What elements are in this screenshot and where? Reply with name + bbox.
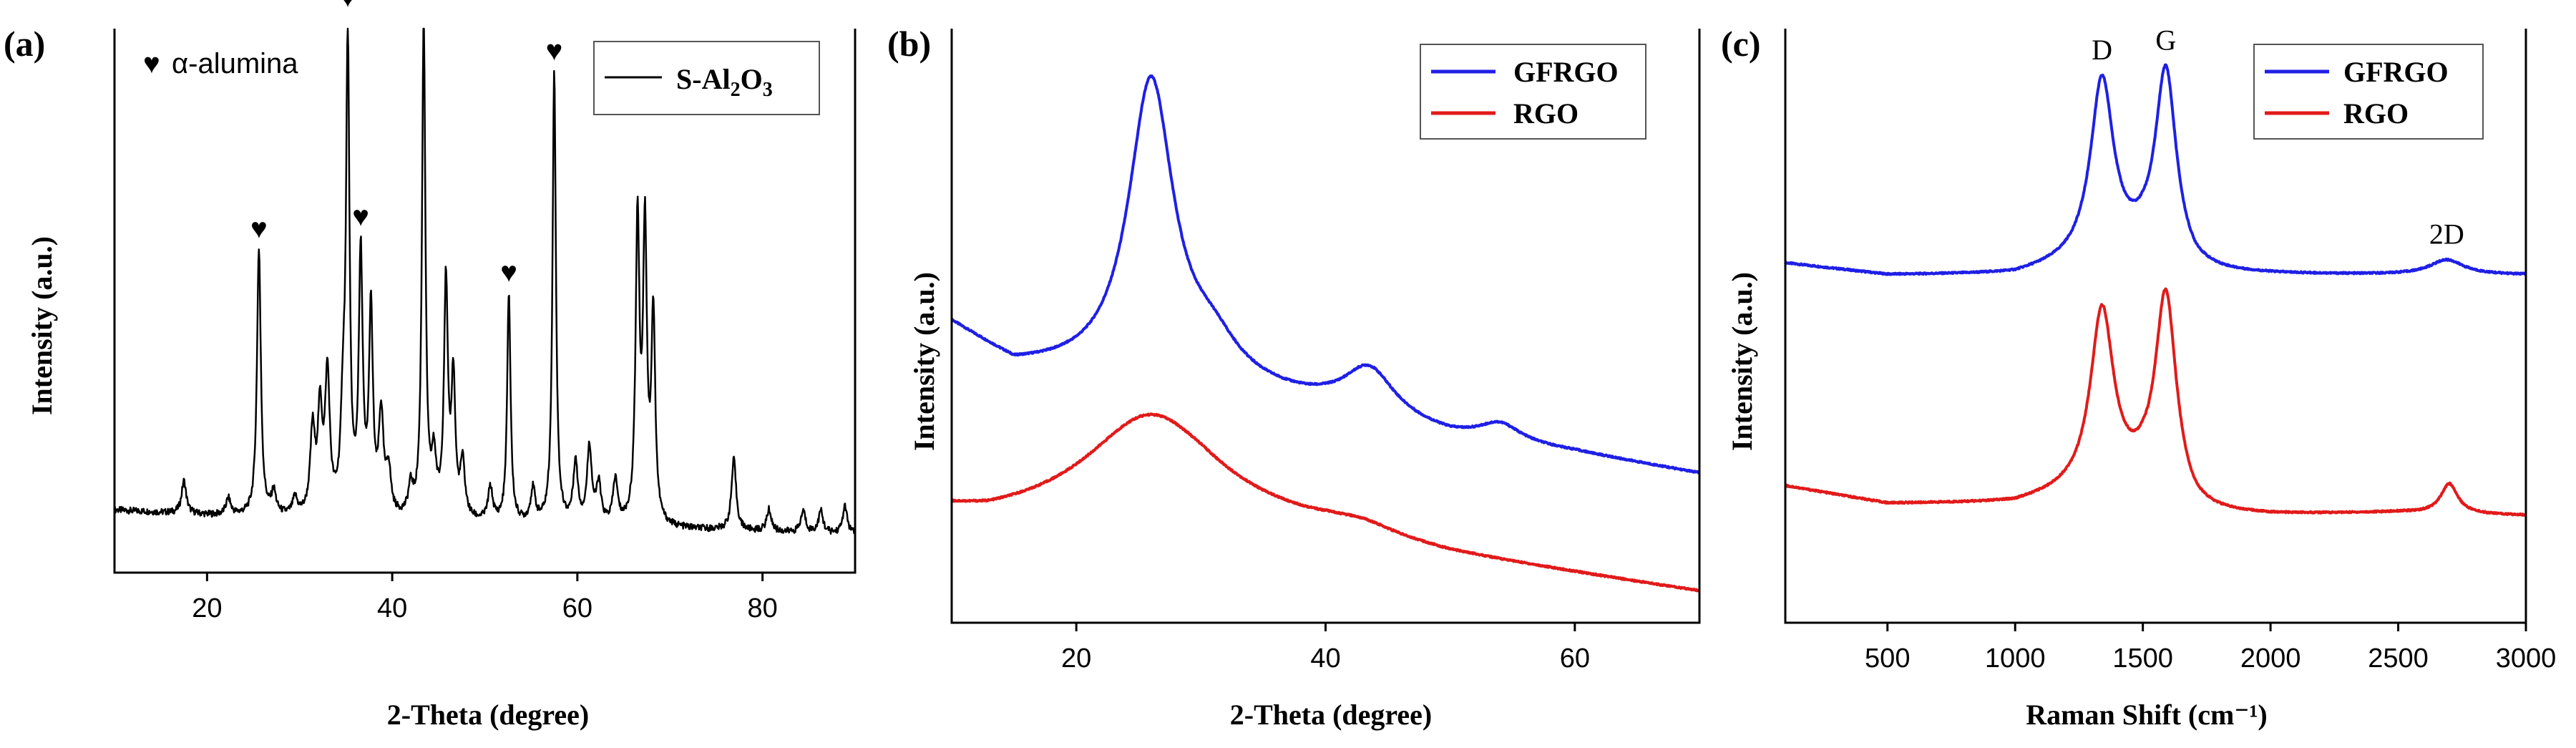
panel-b: (b) 20 40 60 GFRGO RGO Intensity (a.u.) 2-…	[887, 24, 1701, 731]
panel-b-x-tick-label-20: 20	[1061, 643, 1091, 674]
panel-c-annotation-2: 2D	[2429, 218, 2464, 251]
panel-b-x-axis-label: 2-Theta (degree)	[1230, 699, 1433, 731]
panel-a-annotation-1: ♥	[339, 0, 356, 14]
panel-b-legend-box	[1420, 44, 1646, 140]
panel-a-legend-label-s-al2o3: S-Al2O3	[676, 63, 773, 101]
panel-a-annotation-5: ♥	[546, 35, 563, 67]
panel-b-series-rgo	[950, 412, 1701, 593]
panel-a-annotation-3: ♥	[415, 0, 432, 6]
panel-b-x-axis: 20 40 60	[1061, 623, 1590, 674]
panel-a-x-tick-label-40: 40	[377, 593, 407, 623]
panel-c-x-tick-label-1500: 1500	[2112, 643, 2173, 674]
panel-c-x-axis: 500 1000 1500 2000 2500 3000	[1865, 623, 2556, 674]
panel-a-axes-frame	[113, 29, 857, 574]
panel-c-y-axis-label: Intensity (a.u.)	[1726, 272, 1758, 451]
panel-c-x-tick-label-2000: 2000	[2240, 643, 2301, 674]
panel-c-legend: GFRGO RGO	[2253, 44, 2484, 140]
panel-a-x-tick-label-80: 80	[747, 593, 777, 623]
panel-a-x-axis: 20 40 60 80	[192, 573, 778, 623]
panel-c-legend-label-gfrgo: GFRGO	[2343, 56, 2449, 88]
panel-c-annotation-0: D	[2092, 34, 2112, 66]
panel-a-x-tick-label-20: 20	[192, 593, 222, 623]
panel-c: (c) 500 1000 1500 2000 2500 3000 D G 2D GFRGO R…	[1721, 24, 2556, 731]
panel-a-annotation-4: ♥	[500, 257, 517, 288]
panel-b-legend-label-rgo: RGO	[1513, 97, 1579, 130]
panel-a-heart-legend-text: α-alumina	[172, 48, 298, 79]
panel-c-x-tick-label-2500: 2500	[2368, 643, 2429, 674]
panel-a-x-axis-label: 2-Theta (degree)	[387, 699, 590, 731]
panel-c-x-tick-label-500: 500	[1865, 643, 1910, 674]
panel-b-legend: GFRGO RGO	[1420, 44, 1646, 140]
panel-a-x-tick-label-60: 60	[562, 593, 592, 623]
panel-a-plot-area	[113, 27, 857, 535]
panel-b-plot-area	[950, 74, 1701, 593]
panel-a-annotation-0: ♥	[250, 213, 268, 244]
panel-a-series-s-al2o3	[113, 27, 857, 535]
panel-c-legend-label-rgo: RGO	[2343, 97, 2409, 130]
panel-c-x-axis-label: Raman Shift (cm⁻¹)	[2026, 699, 2268, 731]
panel-b-label: (b)	[887, 24, 931, 64]
panel-c-legend-box	[2253, 44, 2484, 140]
panel-b-legend-label-gfrgo: GFRGO	[1513, 56, 1619, 88]
panel-a-y-axis-label: Intensity (a.u.)	[26, 236, 58, 415]
panel-a-annotation-2: ♥	[352, 200, 369, 232]
panel-c-plot-area	[1784, 63, 2527, 517]
panel-b-x-tick-label-40: 40	[1310, 643, 1340, 674]
panel-c-x-tick-label-1000: 1000	[1985, 643, 2046, 674]
panel-c-label: (c)	[1721, 24, 1761, 64]
panel-c-annotation-1: G	[2155, 24, 2176, 56]
panel-b-x-tick-label-60: 60	[1560, 643, 1590, 674]
panel-a-heart-legend-symbol: ♥	[143, 48, 160, 79]
panel-c-axes-frame	[1784, 29, 2527, 624]
panel-c-x-tick-label-3000: 3000	[2496, 643, 2557, 674]
panel-a-annotations: ♥ ♥ ♥ ♥ ♥ ♥	[250, 0, 562, 288]
panel-a-label: (a)	[4, 24, 45, 64]
panel-a-legend: S-Al2O3	[593, 41, 820, 115]
panel-b-series-gfrgo	[950, 74, 1701, 475]
panel-b-y-axis-label: Intensity (a.u.)	[908, 272, 940, 451]
panel-c-series-rgo	[1784, 287, 2527, 517]
panel-c-series-gfrgo	[1784, 63, 2527, 276]
panel-c-annotations: D G 2D	[2092, 24, 2464, 250]
